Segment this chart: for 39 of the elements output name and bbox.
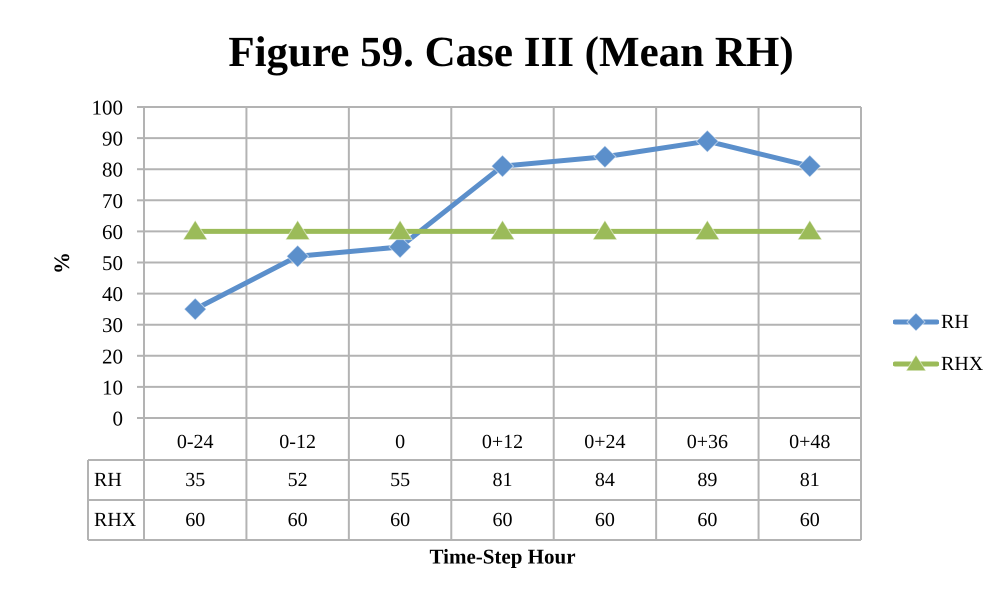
y-axis-title: % [49,252,75,274]
y-tick-label: 40 [102,282,123,306]
y-tick-label: 80 [102,158,123,182]
y-tick-label: 20 [102,344,123,368]
x-tick-label: 0+12 [482,431,524,454]
x-tick-label: 0+36 [686,431,728,454]
x-tick-label: 0+48 [789,431,830,454]
data-label: 60 [697,509,718,531]
data-label: 84 [594,469,615,491]
x-tick-label: 0+24 [584,431,626,454]
data-label: 60 [594,509,615,531]
y-tick-label: 0 [112,406,123,430]
data-label: 35 [185,469,206,491]
y-tick-label: 90 [102,126,123,151]
data-label: 81 [800,469,820,491]
legend-label: RH [941,310,969,334]
data-label: 60 [390,509,410,531]
data-label: 89 [697,469,718,491]
legend-label: RHX [941,352,984,376]
data-label: 60 [492,509,512,531]
text: RH [94,469,122,491]
x-tick-label: 0 [395,431,406,454]
text: RHX [94,509,136,531]
y-tick-label: 60 [102,220,123,244]
data-label: 60 [800,509,820,531]
x-tick-label: 0-24 [176,431,214,454]
x-axis-title: Time-Step Hour [429,544,576,570]
data-label: 60 [185,509,206,531]
x-tick-label: 0-12 [279,431,316,454]
data-label: 55 [390,469,410,491]
y-tick-label: 50 [102,250,123,275]
y-tick-label: 100 [92,95,123,120]
data-label: 52 [288,469,308,491]
data-label: 81 [492,469,512,491]
y-tick-label: 10 [102,375,123,400]
data-label: 60 [288,509,308,531]
y-tick-label: 30 [102,313,123,338]
chart-title: Figure 59. Case III (Mean RH) [227,28,795,78]
y-tick-label: 70 [102,188,123,213]
